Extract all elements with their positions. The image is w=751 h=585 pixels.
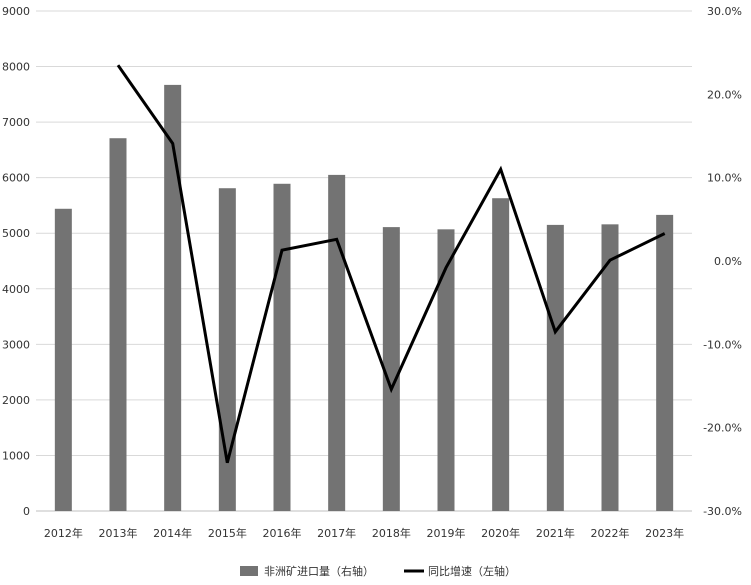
line-series: [116, 64, 666, 464]
x-tick-label: 2015年: [208, 526, 247, 540]
left-tick-label: 5000: [2, 227, 30, 240]
bar: [382, 227, 400, 511]
right-axis: -30.0% -20.0% -10.0% 0.0% 10.0% 20.0% 30.0%: [703, 5, 742, 518]
x-tick-label: 2020年: [481, 526, 520, 540]
right-tick-label: -30.0%: [703, 505, 742, 518]
left-tick-label: 9000: [2, 5, 30, 18]
legend-label-line: 同比增速（左轴）: [428, 564, 516, 578]
bar: [546, 224, 564, 511]
bar: [492, 198, 510, 511]
bar: [109, 138, 127, 511]
x-tick-label: 2021年: [536, 526, 575, 540]
x-tick-label: 2017年: [317, 526, 356, 540]
x-tick-label: 2013年: [99, 526, 138, 540]
bar-series: [54, 84, 674, 512]
left-tick-label: 6000: [2, 172, 30, 185]
x-tick-label: 2023年: [645, 526, 684, 540]
right-tick-label: 30.0%: [707, 5, 742, 18]
right-tick-label: -10.0%: [703, 338, 742, 351]
x-tick-label: 2012年: [44, 526, 83, 540]
left-tick-label: 2000: [2, 394, 30, 407]
x-axis: 2012年 2013年 2014年 2015年 2016年 2017年 2018年 2019年…: [44, 526, 684, 540]
bar: [328, 174, 346, 511]
x-tick-label: 2016年: [263, 526, 302, 540]
x-tick-label: 2018年: [372, 526, 411, 540]
bar: [601, 224, 619, 512]
growth-line: [116, 64, 666, 464]
bar: [54, 208, 72, 511]
legend-label-bar: 非洲矿进口量（右轴）: [264, 564, 374, 578]
left-tick-label: 0: [23, 505, 30, 518]
right-tick-label: 20.0%: [707, 88, 742, 101]
left-tick-label: 1000: [2, 449, 30, 462]
gridlines: [36, 10, 692, 512]
x-tick-label: 2022年: [591, 526, 630, 540]
right-tick-label: 10.0%: [707, 172, 742, 185]
x-tick-label: 2019年: [427, 526, 466, 540]
left-tick-label: 3000: [2, 338, 30, 351]
left-tick-label: 8000: [2, 61, 30, 74]
bar: [273, 183, 291, 511]
bar: [656, 214, 674, 511]
left-tick-label: 7000: [2, 116, 30, 129]
bar: [164, 84, 182, 511]
right-tick-label: -20.0%: [703, 422, 742, 435]
left-tick-label: 4000: [2, 283, 30, 296]
legend-swatch-bar: [240, 566, 258, 576]
bar: [437, 229, 455, 512]
right-tick-label: 0.0%: [714, 255, 742, 268]
left-axis: 0 1000 2000 3000 4000 5000 6000 7000 8000 9000: [2, 5, 30, 518]
legend: 非洲矿进口量（右轴） 同比增速（左轴）: [240, 564, 516, 578]
x-tick-label: 2014年: [153, 526, 192, 540]
